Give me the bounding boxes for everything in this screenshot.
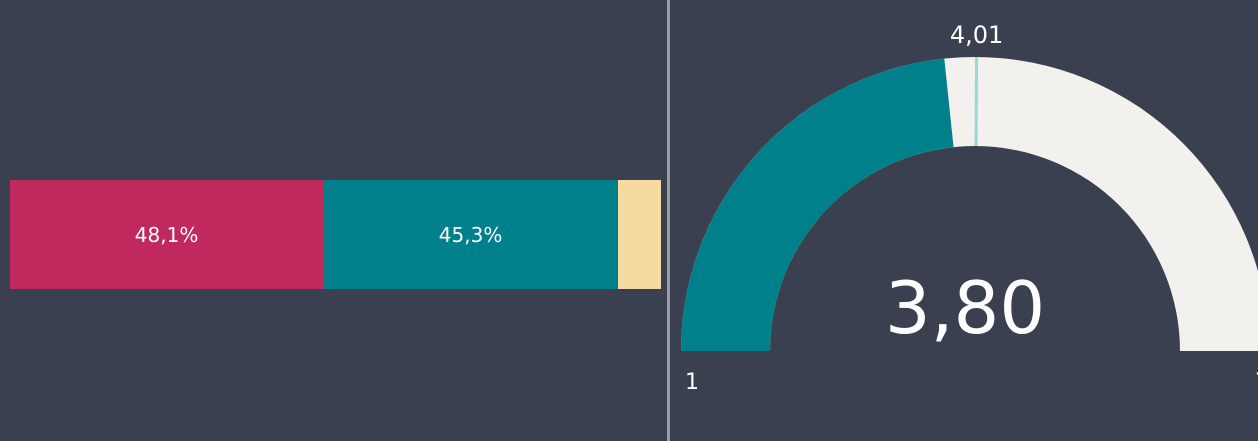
bar-segment-label: 48,1% <box>134 222 199 247</box>
gauge-target-label: 4,01 <box>950 21 1003 49</box>
gauge-chart: 4,01 3,80 1 7 <box>681 21 1258 395</box>
gauge-panel: 4,01 3,80 1 7 <box>670 0 1258 441</box>
gauge-max-label: 7 <box>1255 370 1258 395</box>
gauge-min-label: 1 <box>685 370 699 395</box>
stacked-bar: 48,1% 45,3% <box>10 180 661 289</box>
panel-divider <box>667 0 670 441</box>
bar-segment-label: 45,3% <box>438 222 503 247</box>
bar-segment-1: 48,1% <box>10 180 324 289</box>
bar-segment-2: 45,3% <box>323 180 619 289</box>
stacked-bar-panel: 48,1% 45,3% <box>10 180 661 289</box>
gauge-value-arc <box>681 58 954 351</box>
gauge-value-label: 3,80 <box>885 266 1045 350</box>
bar-segment-3 <box>618 180 661 289</box>
